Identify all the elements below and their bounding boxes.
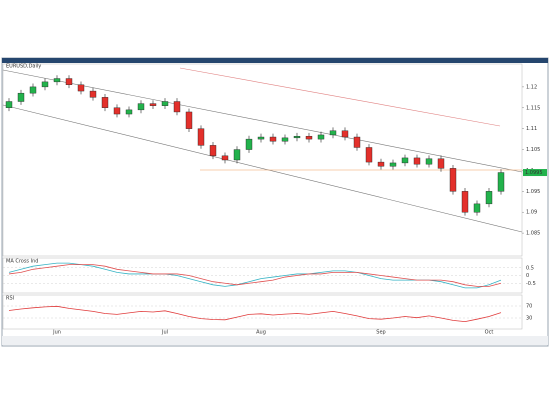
candle-body [305, 135, 313, 140]
candle-body [473, 203, 481, 213]
candle-body [89, 90, 97, 98]
indicator-line [8, 264, 502, 287]
candle-body [125, 109, 133, 115]
candle-body [353, 136, 361, 148]
candle-body [5, 101, 13, 108]
panel-title: MA Cross Ind [6, 259, 38, 265]
y-tick-label: 70 [526, 304, 532, 310]
candle-body [485, 191, 493, 205]
y-tick-label: 1.12 [526, 84, 537, 90]
x-tick-label: Aug [256, 330, 266, 336]
channel-line [2, 69, 523, 173]
x-tick-label: Sep [376, 330, 385, 336]
candle-body [137, 103, 145, 111]
candle-body [293, 135, 301, 139]
y-tick-label: 1.095 [526, 189, 540, 195]
x-tick-label: Jul [161, 330, 168, 336]
candle-body [53, 78, 61, 83]
candle-body [161, 101, 169, 106]
candle-body [341, 130, 349, 138]
candle-body [425, 158, 433, 165]
candle-body [401, 157, 409, 164]
indicator-line [8, 305, 502, 323]
candle-body [497, 172, 505, 192]
candle-body [77, 84, 85, 92]
y-tick-label: 1.11 [526, 126, 537, 132]
candle-body [245, 138, 253, 150]
y-tick-label: 1.09 [526, 210, 537, 216]
candle-body [173, 101, 181, 113]
y-tick-label: 1.085 [526, 231, 540, 237]
chart-title: EURUSD,Daily [6, 64, 41, 70]
y-tick-label: 0 [526, 273, 529, 279]
toolbar[interactable] [2, 58, 548, 63]
rsi-panel [2, 294, 523, 330]
candle-body [257, 136, 265, 140]
x-tick-label: Jun [52, 330, 61, 336]
candle-body [329, 130, 337, 136]
candle-body [149, 103, 157, 106]
candle-body [389, 162, 397, 167]
channel-line [2, 104, 523, 233]
candle-body [65, 78, 73, 85]
y-tick-label: 1.115 [526, 105, 540, 111]
trend-line [179, 67, 501, 127]
candle-body [185, 111, 193, 129]
candle-body [269, 136, 277, 142]
status-bar [2, 336, 548, 345]
candle-body [29, 86, 37, 94]
candle-body [317, 134, 325, 140]
y-tick-label: 1.105 [526, 147, 540, 153]
candle-body [221, 155, 229, 161]
y-tick-label: 30 [526, 316, 532, 322]
y-tick-label: -0.5 [526, 281, 536, 287]
candle-body [377, 161, 385, 167]
price-label: 1.0995 [525, 170, 543, 176]
candle-body [101, 97, 109, 108]
candle-body [413, 157, 421, 165]
candle-body [365, 147, 373, 163]
x-tick-label: Oct [485, 330, 494, 336]
candle-body [41, 81, 49, 88]
candle-body [17, 92, 25, 102]
candle-body [437, 158, 445, 169]
candle-body [113, 107, 121, 115]
candle-body [197, 128, 205, 146]
price-tag [523, 169, 547, 177]
y-tick-label: 0.5 [526, 265, 534, 271]
panel-title: RSI [6, 296, 14, 302]
candle-body [233, 149, 241, 161]
candle-body [461, 191, 469, 213]
candle-body [449, 168, 457, 192]
main-panel [2, 63, 523, 257]
candle-body [281, 137, 289, 142]
candle-body [209, 145, 217, 157]
